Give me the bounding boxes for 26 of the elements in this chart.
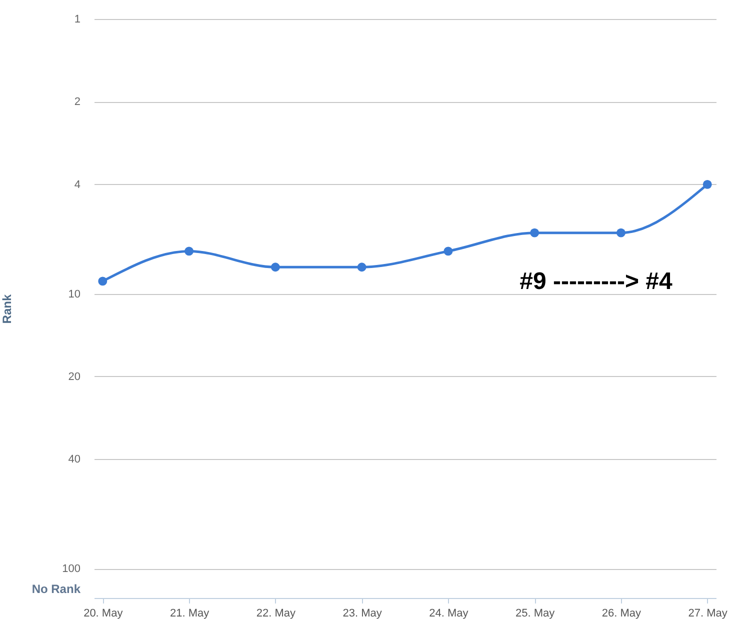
x-tick-label: 27. May xyxy=(688,608,728,619)
point xyxy=(270,262,280,272)
x-tick-label: 20. May xyxy=(84,608,124,619)
y-tick-label: 10 xyxy=(68,288,80,300)
x-tick-label: 23. May xyxy=(342,608,382,619)
x-tick-label: 21. May xyxy=(170,608,210,619)
y-tick-label: 40 xyxy=(68,454,80,466)
x-tick-label: 25. May xyxy=(516,608,556,619)
point xyxy=(444,246,453,256)
y-tick-label: 4 xyxy=(74,178,80,191)
x-tick-label: 26. May xyxy=(602,608,642,619)
x-tick-label: 22. May xyxy=(256,608,296,619)
y-tick-label: No Rank xyxy=(32,582,81,596)
point xyxy=(616,228,626,238)
y-tick-label: 20 xyxy=(68,370,80,383)
point xyxy=(98,276,108,286)
point xyxy=(702,180,712,189)
y-tick-label: 1 xyxy=(74,14,80,26)
y-tick-label: 2 xyxy=(74,96,80,108)
point xyxy=(530,228,540,238)
point xyxy=(184,246,194,256)
x-tick-label: 24. May xyxy=(429,608,469,619)
annotation: #9 ---------> #4 xyxy=(520,268,673,295)
point xyxy=(357,262,366,272)
y-axis-title: Rank xyxy=(0,294,14,324)
y-tick-label: 100 xyxy=(62,563,80,576)
